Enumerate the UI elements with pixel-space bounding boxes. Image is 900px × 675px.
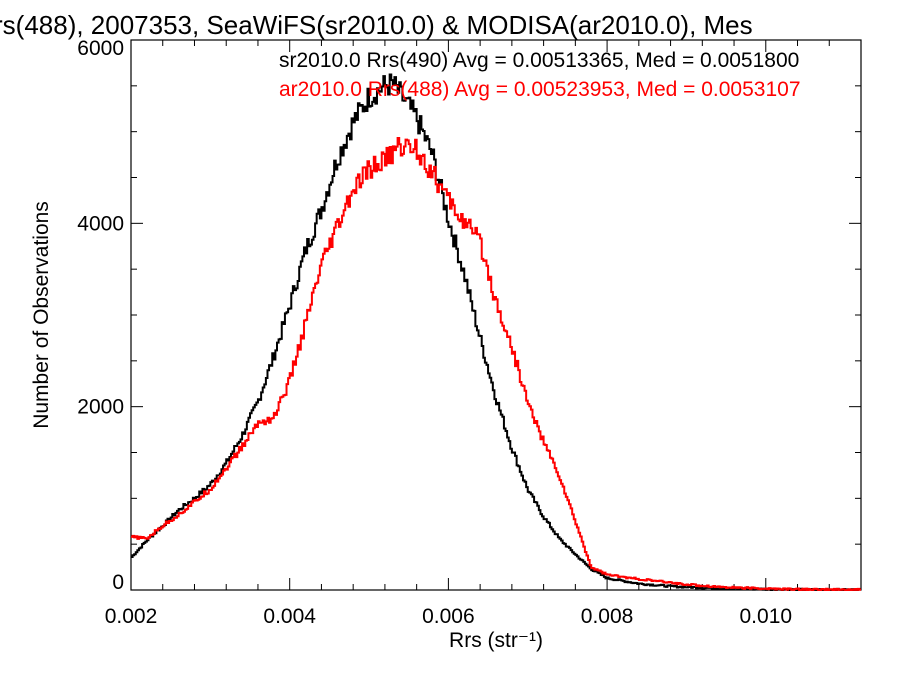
legend-entry-sr2010: sr2010.0 Rrs(490) Avg = 0.00513365, Med … xyxy=(279,49,799,72)
y-axis-label: Number of Observations xyxy=(30,201,53,429)
x-tick-label: 0.010 xyxy=(740,605,793,628)
y-tick-label: 4000 xyxy=(77,212,124,235)
x-tick-label: 0.002 xyxy=(105,605,158,628)
y-tick-label: 6000 xyxy=(77,37,124,60)
plot-frame xyxy=(130,39,862,591)
chart-title: rs(488), 2007353, SeaWiFS(sr2010.0) & MO… xyxy=(0,10,753,40)
y-tick-label: 2000 xyxy=(77,396,124,419)
x-axis-label: Rrs (str⁻¹) xyxy=(449,629,543,652)
y-tick-label: 0 xyxy=(112,571,124,594)
series-line-ar2010 xyxy=(131,136,861,591)
legend-entry-ar2010: ar2010.0 Rrs(488) Avg = 0.00523953, Med … xyxy=(279,78,801,101)
x-tick-label: 0.008 xyxy=(581,605,634,628)
series-line-sr2010 xyxy=(131,73,861,591)
x-tick-label: 0.006 xyxy=(422,605,475,628)
axis-ticks: 0.002 0.004 0.006 0.008 0.010 0 2000 4000 6000 xyxy=(77,37,862,628)
x-tick-label: 0.004 xyxy=(263,605,316,628)
series-layer xyxy=(131,73,861,591)
